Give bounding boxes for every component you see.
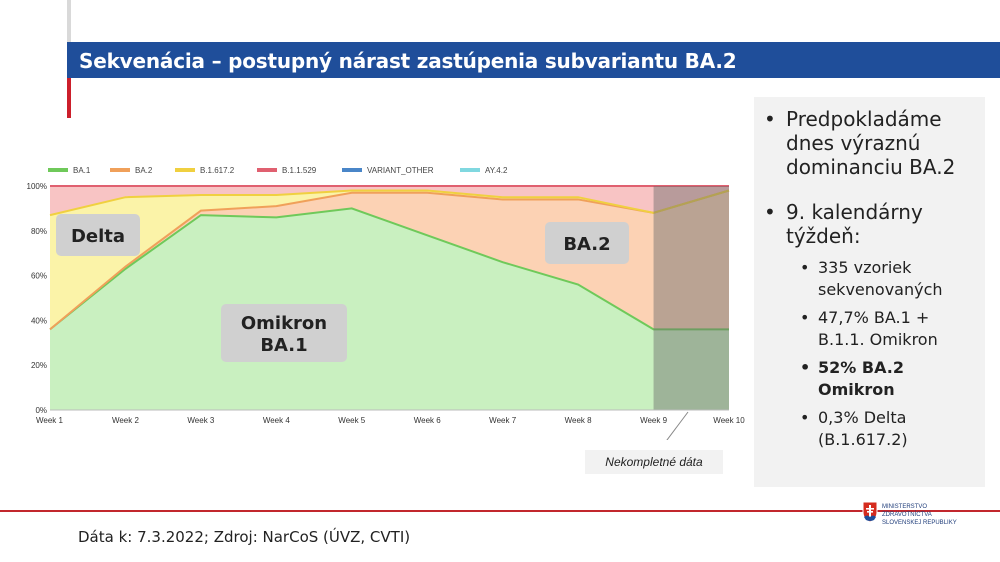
summary-panel: • Predpokladáme dnes výraznú dominanciu B… [754,97,985,487]
x-tick-label: Week 1 [36,416,64,425]
annotation-label: BA.2 [563,234,610,255]
ministry-line-1: MINISTERSTVO [882,504,928,510]
sub-bullet-ba2-text: 52% BA.2 Omikron [818,358,904,399]
bullet-week9: • 9. kalendárny týždeň: [764,200,985,248]
y-tick-label: 40% [31,316,47,325]
annotation-label: BA.1 [260,335,307,356]
area-b-1-617-2 [50,190,729,330]
ministry-line-2: ZDRAVOTNÍCTVA [882,512,932,518]
x-tick-label: Week 10 [713,416,745,425]
sub-bullet-delta: • 0,3% Delta (B.1.617.2) [800,407,975,451]
ministry-logo: MINISTERSTVO ZDRAVOTNÍCTVA SLOVENSKEJ RE… [862,501,982,531]
red-accent-bar [67,78,71,118]
y-tick-label: 80% [31,227,47,236]
area-b-1-1-529 [50,186,729,216]
legend-label: BA.1 [73,166,91,175]
sub-bullet-ba1: • 47,7% BA.1 + B.1.1. Omikron [800,307,975,351]
legend-swatch [110,168,130,172]
sub-bullet-ba1-text: 47,7% BA.1 + B.1.1. Omikron [818,308,938,349]
incomplete-data-note: Nekompletné dáta [585,450,723,474]
footer-line [0,510,1000,512]
x-tick-label: Week 7 [489,416,517,425]
chart-legend: BA.1 BA.2 B.1.617.2 B.1.1.529 VARIANT_OTHER A… [48,166,508,175]
incomplete-data-region [653,186,729,410]
y-tick-label: 100% [27,182,47,191]
line-ba-1 [49,207,729,331]
x-tick-label: Week 3 [187,416,215,425]
line-b-1-617-2 [49,189,730,217]
coat-of-arms-icon [862,501,878,523]
annotation-box [56,214,140,256]
legend-label: AY.4.2 [485,166,508,175]
y-tick-label: 0% [35,406,47,415]
x-tick-label: Week 9 [640,416,668,425]
ministry-line-3: SLOVENSKEJ REPUBLIKY [882,520,957,526]
chart-lines [49,185,730,331]
bullet-prediction-text: Predpokladáme dnes výraznú dominanciu BA… [786,107,956,179]
incomplete-pointer-line [666,411,689,440]
top-accent-bar [67,0,71,42]
bullet-week9-text: 9. kalendárny týždeň: [786,200,923,248]
x-tick-label: Week 4 [263,416,291,425]
ministry-name: MINISTERSTVO ZDRAVOTNÍCTVA SLOVENSKEJ RE… [882,503,957,527]
legend-swatch [257,168,277,172]
title-bar: Sekvenácia – postupný nárast zastúpenia … [67,42,1000,78]
legend-label: VARIANT_OTHER [367,166,434,175]
annotation-label: Delta [71,226,125,247]
legend-swatch [460,168,480,172]
legend-label: B.1.617.2 [200,166,235,175]
annotation-box [221,304,347,362]
chart-areas [50,186,729,410]
legend-swatch [48,168,68,172]
annotation-label: Omikron [241,313,327,334]
x-tick-label: Week 5 [338,416,366,425]
bullet-prediction: • Predpokladáme dnes výraznú dominanciu B… [764,107,985,179]
incomplete-data-shade [653,186,729,440]
sub-bullet-samples-text: 335 vzoriek sekvenovaných [818,258,943,299]
sub-bullet-ba2: • 52% BA.2 Omikron [800,357,975,401]
sub-bullet-samples: • 335 vzoriek sekvenovaných [800,257,975,301]
area-ba-1 [50,208,729,410]
variant-area-chart: BA.1 BA.2 B.1.617.2 B.1.1.529 VARIANT_OTHER A… [27,166,746,440]
slide-title: Sekvenácia – postupný nárast zastúpenia … [79,49,737,73]
y-tick-label: 20% [31,361,47,370]
legend-swatch [175,168,195,172]
x-tick-label: Week 2 [112,416,140,425]
legend-swatch [342,168,362,172]
annotation-box [545,222,629,264]
x-tick-label: Week 6 [414,416,442,425]
x-tick-label: Week 8 [565,416,593,425]
chart-axes: 0% 20% 40% 60% 80% 100% Week 1 Week 2 Week 3 Week… [27,182,746,425]
y-tick-label: 60% [31,272,47,281]
sub-bullet-delta-text: 0,3% Delta (B.1.617.2) [818,408,908,449]
line-ba-2 [49,189,730,331]
data-source: Dáta k: 7.3.2022; Zdroj: NarCoS (ÚVZ, CV… [78,528,411,546]
legend-label: B.1.1.529 [282,166,317,175]
legend-label: BA.2 [135,166,153,175]
